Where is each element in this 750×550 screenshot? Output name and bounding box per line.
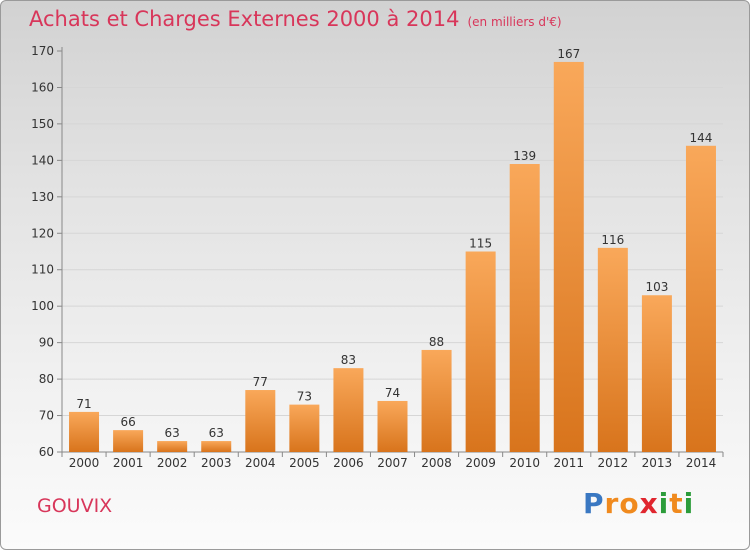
y-tick-label: 60 bbox=[39, 445, 54, 459]
y-tick-label: 130 bbox=[31, 190, 54, 204]
value-label: 74 bbox=[385, 386, 400, 400]
x-tick-label: 2005 bbox=[289, 456, 320, 470]
y-tick-label: 160 bbox=[31, 80, 54, 94]
y-tick-label: 150 bbox=[31, 117, 54, 131]
x-tick-label: 2006 bbox=[333, 456, 364, 470]
bar bbox=[597, 247, 628, 452]
y-tick-label: 70 bbox=[39, 409, 54, 423]
x-tick-label: 2000 bbox=[69, 456, 100, 470]
bars bbox=[69, 61, 716, 453]
value-label: 63 bbox=[209, 426, 224, 440]
value-label: 73 bbox=[297, 390, 312, 404]
y-tick-label: 140 bbox=[31, 153, 54, 167]
bar bbox=[113, 430, 144, 452]
x-tick-label: 2013 bbox=[642, 456, 673, 470]
x-tick-label: 2010 bbox=[509, 456, 540, 470]
x-tick-label: 2007 bbox=[377, 456, 408, 470]
logo-letter: P bbox=[583, 487, 605, 520]
x-tick-label: 2003 bbox=[201, 456, 232, 470]
x-tick-label: 2004 bbox=[245, 456, 276, 470]
x-tick-label: 2002 bbox=[157, 456, 188, 470]
value-label: 77 bbox=[253, 375, 268, 389]
value-label: 71 bbox=[76, 397, 91, 411]
bar bbox=[201, 441, 232, 452]
chart-title: Achats et Charges Externes 2000 à 2014 bbox=[29, 7, 460, 31]
commune-name: GOUVIX bbox=[37, 495, 113, 517]
x-tick-label: 2008 bbox=[421, 456, 452, 470]
y-tick-label: 170 bbox=[31, 44, 54, 58]
value-label: 103 bbox=[645, 280, 668, 294]
logo-letter: i bbox=[658, 487, 670, 520]
bar bbox=[69, 411, 100, 452]
y-tick-label: 120 bbox=[31, 226, 54, 240]
bar bbox=[333, 368, 364, 452]
bar bbox=[245, 390, 276, 452]
y-tick-label: 100 bbox=[31, 299, 54, 313]
x-tick-label: 2011 bbox=[553, 456, 584, 470]
chart-unit: (en milliers d'€) bbox=[467, 15, 562, 29]
value-label: 167 bbox=[557, 47, 580, 61]
value-label: 139 bbox=[513, 149, 536, 163]
bar bbox=[289, 404, 320, 452]
logo-letter: t bbox=[669, 487, 684, 520]
bar bbox=[157, 441, 188, 452]
x-tick-label: 2012 bbox=[598, 456, 629, 470]
bar bbox=[553, 61, 584, 452]
bar bbox=[641, 295, 672, 452]
y-tick-label: 110 bbox=[31, 263, 54, 277]
chart-title-block: Achats et Charges Externes 2000 à 2014 (e… bbox=[29, 7, 562, 31]
value-label: 88 bbox=[429, 335, 444, 349]
value-label: 144 bbox=[690, 131, 713, 145]
x-tick-label: 2001 bbox=[113, 456, 144, 470]
value-label: 116 bbox=[601, 233, 624, 247]
logo-letter: r bbox=[604, 487, 620, 520]
bar bbox=[685, 145, 716, 453]
value-label: 83 bbox=[341, 353, 356, 367]
proxiti-logo: Proxiti bbox=[583, 487, 694, 520]
bar bbox=[465, 251, 496, 452]
x-tick-label: 2014 bbox=[686, 456, 717, 470]
y-tick-label: 80 bbox=[39, 372, 54, 386]
value-label: 66 bbox=[120, 415, 135, 429]
x-tick-label: 2009 bbox=[465, 456, 496, 470]
value-labels: 71 66 63 63 77 73 83 74 88 115 139 167 116 103 144 bbox=[76, 47, 712, 440]
value-label: 115 bbox=[469, 237, 492, 251]
logo-letter: o bbox=[619, 487, 640, 520]
bar bbox=[509, 164, 540, 452]
logo-letter: i bbox=[683, 487, 695, 520]
value-label: 63 bbox=[165, 426, 180, 440]
bar bbox=[377, 400, 408, 452]
logo-letter: x bbox=[639, 487, 659, 520]
y-tick-label: 90 bbox=[39, 336, 54, 350]
bar bbox=[421, 349, 452, 452]
